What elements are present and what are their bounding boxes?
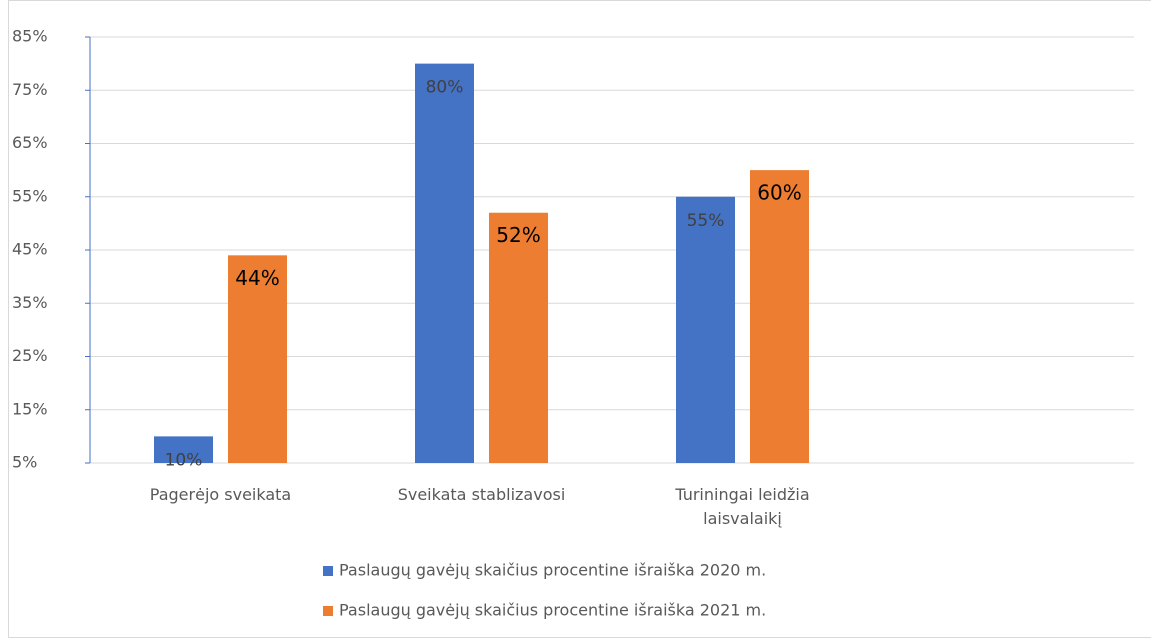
y-tick-label: 15% [12, 399, 48, 418]
data-label: 10% [165, 450, 203, 470]
bar [415, 63, 474, 463]
legend-label: Paslaugų gavėjų skaičius procentine išra… [339, 561, 766, 580]
data-label: 44% [235, 266, 279, 290]
y-tick-label: 75% [12, 80, 48, 99]
bar [154, 436, 213, 463]
y-tick-label: 5% [12, 453, 37, 472]
chart-frame [8, 0, 1151, 638]
x-tick-label: Pagerėjo sveikata [149, 485, 292, 504]
data-label: 55% [687, 211, 725, 231]
bar [750, 170, 809, 463]
bar [676, 196, 735, 463]
y-tick-label: 35% [12, 293, 48, 312]
x-tick-label: Turiningai leidžia laisvalaikį [675, 485, 810, 528]
y-tick-label: 25% [12, 346, 48, 365]
y-tick-label: 45% [12, 240, 48, 259]
legend-swatch [323, 566, 333, 576]
legend-label: Paslaugų gavėjų skaičius procentine išra… [339, 601, 766, 620]
y-tick-label: 65% [12, 133, 48, 152]
bar [228, 255, 287, 463]
y-tick-label: 85% [12, 27, 48, 46]
data-label: 60% [757, 181, 801, 205]
bar [489, 212, 548, 463]
y-tick-label: 55% [12, 186, 48, 205]
data-label: 52% [496, 223, 540, 247]
legend-swatch [323, 606, 333, 616]
data-label: 80% [426, 78, 464, 98]
x-tick-label: Sveikata stablizavosi [397, 485, 566, 504]
